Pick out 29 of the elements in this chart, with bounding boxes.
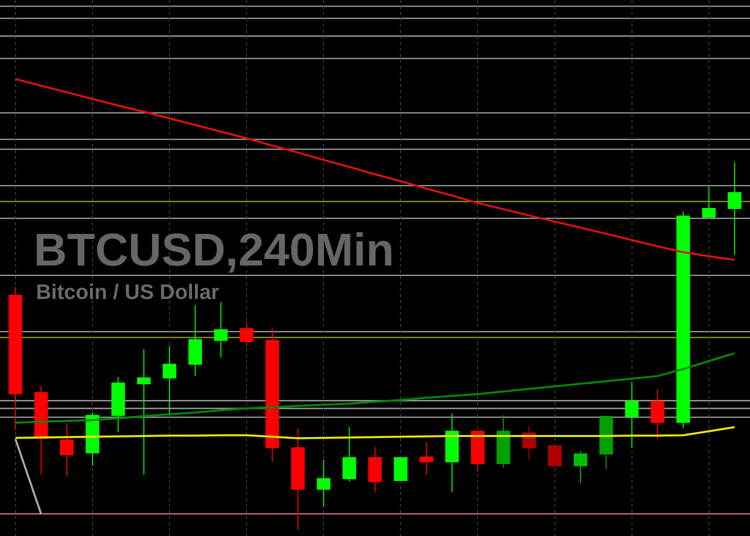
candlestick xyxy=(342,426,356,482)
candlestick xyxy=(445,413,459,493)
candlestick xyxy=(420,441,434,476)
candlestick xyxy=(470,430,485,472)
candlestick xyxy=(162,346,176,416)
text: BTCUSD,240Min xyxy=(34,223,394,276)
candlestick xyxy=(34,385,48,476)
text: Bitcoin / US Dollar xyxy=(36,281,220,304)
candlestick xyxy=(8,286,22,431)
candlestick xyxy=(394,457,408,481)
candlestick xyxy=(702,186,716,218)
candlestick xyxy=(625,381,639,448)
candlestick xyxy=(548,445,562,466)
candlestick xyxy=(728,162,742,256)
candlestick xyxy=(137,348,151,476)
candlestick xyxy=(188,304,202,377)
candlestick xyxy=(496,414,510,468)
candlestick xyxy=(368,446,382,493)
candlestick xyxy=(599,414,613,470)
candlestick xyxy=(240,322,254,347)
candlestick xyxy=(111,376,125,433)
candlestick xyxy=(291,428,305,530)
candlestick xyxy=(650,389,664,440)
candlestick xyxy=(60,422,74,477)
candlestick xyxy=(214,302,228,358)
candlestick xyxy=(265,328,280,462)
candlestick xyxy=(574,450,588,484)
candlestick xyxy=(316,459,330,508)
candlestick xyxy=(676,210,690,429)
